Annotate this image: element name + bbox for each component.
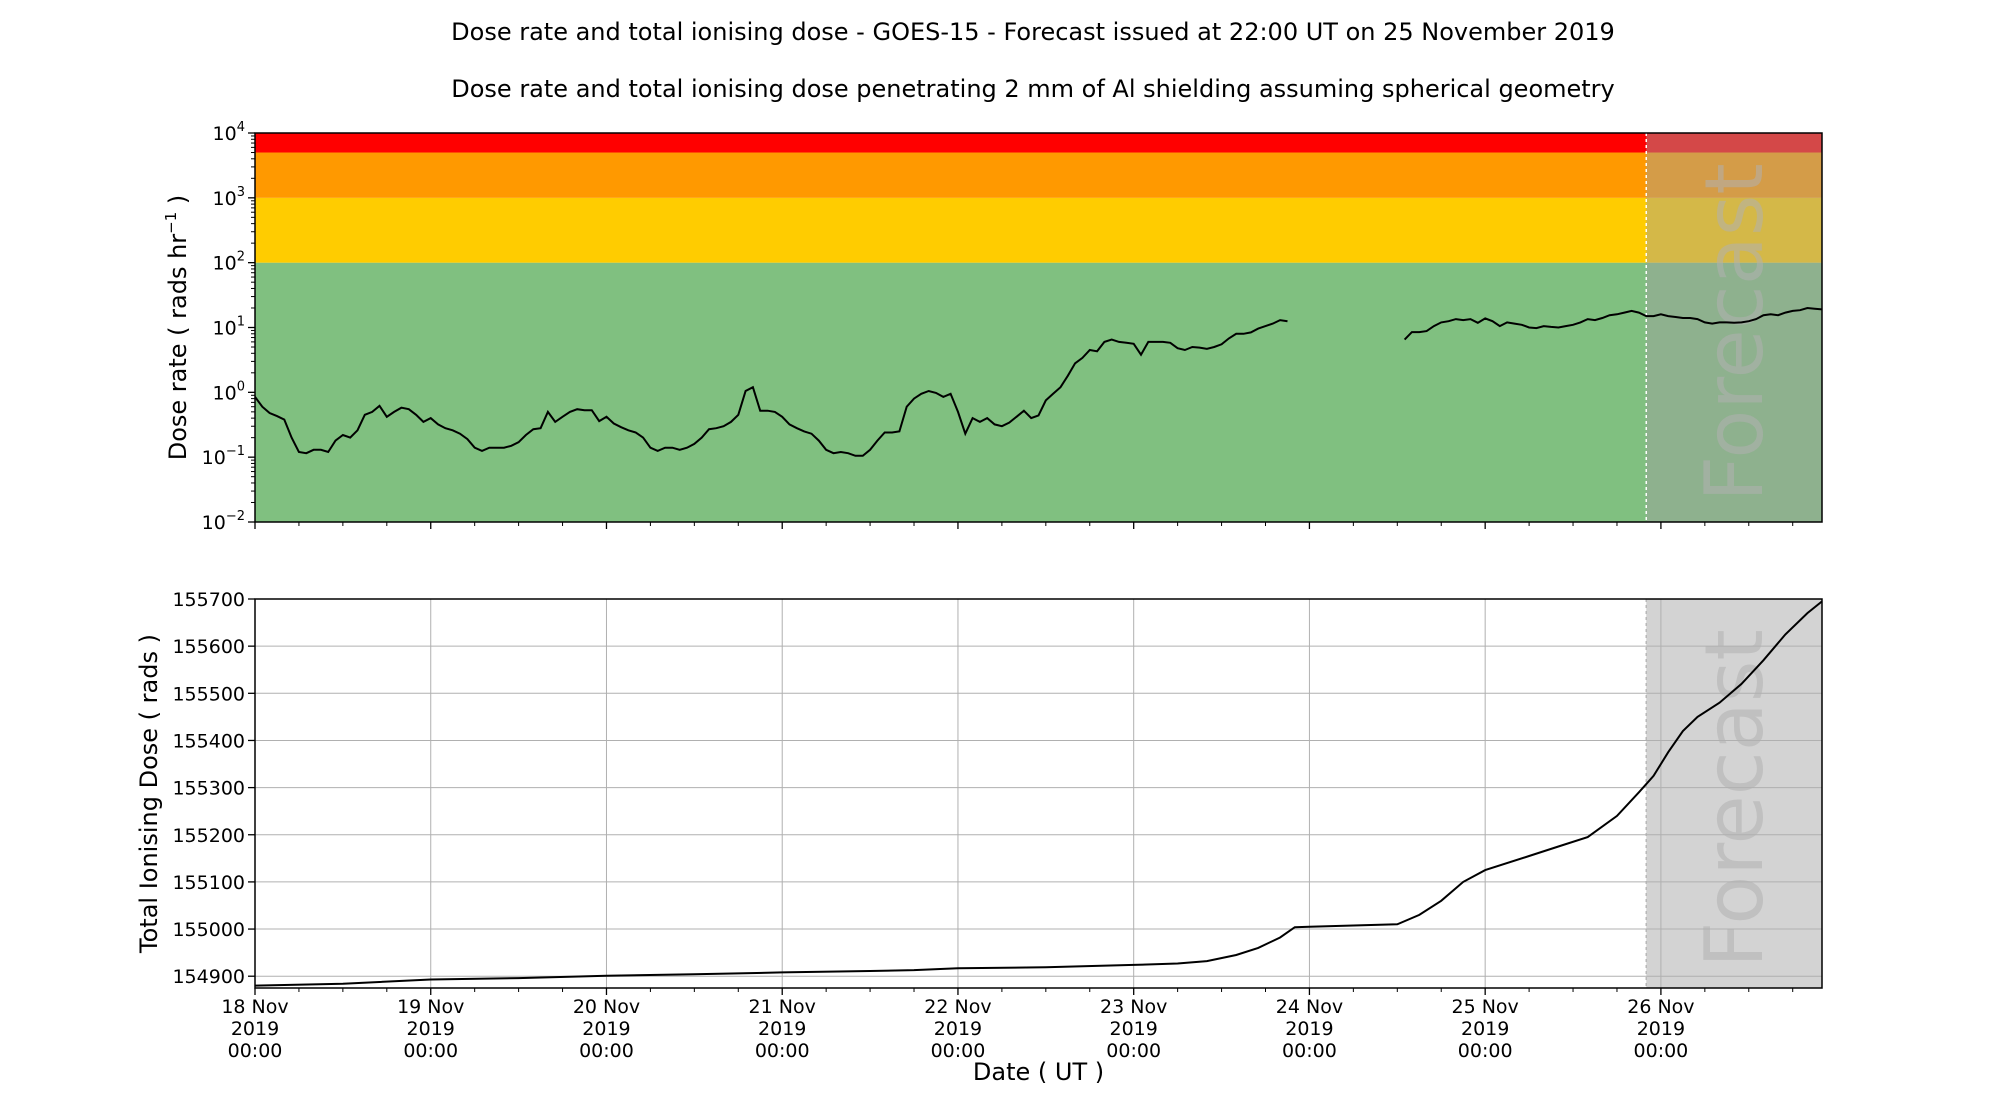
x-tick-label-line: 19 Nov (397, 996, 464, 1018)
figure-title: Dose rate and total ionising dose - GOES… (451, 18, 1615, 46)
band-green (255, 262, 1822, 522)
y-tick-label: 155600 (172, 636, 245, 658)
dose-rate-axis-label: Dose rate ( rads hr−1 ) (162, 195, 192, 461)
band-orange (255, 152, 1822, 198)
y-tick-label: 103 (213, 185, 245, 210)
x-tick-label-line: 2019 (934, 1018, 982, 1040)
figure-subtitle: Dose rate and total ionising dose penetr… (451, 75, 1615, 103)
y-tick-label: 155400 (172, 730, 245, 752)
x-tick-label-line: 21 Nov (749, 996, 816, 1018)
x-tick-label-line: 00:00 (1634, 1040, 1689, 1062)
x-tick-label-line: 26 Nov (1627, 996, 1694, 1018)
x-tick-label-line: 2019 (1285, 1018, 1333, 1040)
band-yellow (255, 197, 1822, 263)
total-dose-panel: Forecast 154900 155000 155100 155200 155300 15… (135, 589, 1823, 1086)
x-tick-label-line: 24 Nov (1276, 996, 1343, 1018)
x-tick-label-line: 22 Nov (924, 996, 991, 1018)
forecast-region (1646, 599, 1822, 988)
y-tick-label: 155300 (172, 778, 245, 800)
y-tick-label: 155200 (172, 825, 245, 847)
x-tick-label-line: 23 Nov (1100, 996, 1167, 1018)
y-tick-label: 155500 (172, 683, 245, 705)
x-tick-label-line: 20 Nov (573, 996, 640, 1018)
y-tick-label: 155000 (172, 919, 245, 941)
x-tick-label-line: 00:00 (228, 1040, 283, 1062)
y-tick-label: 10−1 (202, 444, 245, 469)
y-tick-label: 154900 (172, 966, 245, 988)
x-tick-label-line: 00:00 (931, 1040, 986, 1062)
total-dose-line (254, 600, 1823, 987)
total-dose-axis-label: Total Ionising Dose ( rads ) (135, 634, 163, 954)
forecast-label: Forecast (1688, 163, 1781, 502)
total-dose-frame (254, 598, 1823, 989)
dose-rate-line-segment-1 (254, 319, 1288, 457)
x-tick-label-line: 00:00 (579, 1040, 634, 1062)
y-tick-label: 100 (213, 379, 245, 404)
y-tick-label: 10−2 (202, 509, 245, 534)
x-tick-label-line: 25 Nov (1452, 996, 1519, 1018)
x-tick-label-line: 2019 (1110, 1018, 1158, 1040)
x-tick-label-line: 2019 (1637, 1018, 1685, 1040)
x-tick-label-line: 18 Nov (221, 996, 288, 1018)
dose-rate-line-segment-2 (1403, 306, 1823, 341)
x-tick-label-line: 2019 (231, 1018, 279, 1040)
x-tick-label-line: 00:00 (755, 1040, 810, 1062)
y-tick-label: 104 (213, 120, 245, 145)
date-axis-label: Date ( UT ) (973, 1058, 1104, 1086)
x-tick-label-line: 00:00 (1282, 1040, 1337, 1062)
x-tick-label-line: 00:00 (403, 1040, 458, 1062)
forecast-overlay (1646, 133, 1822, 522)
x-tick-label-line: 00:00 (1458, 1040, 1513, 1062)
y-tick-label: 101 (213, 315, 245, 340)
x-tick-label-line: 00:00 (1106, 1040, 1161, 1062)
band-red (255, 133, 1822, 153)
x-tick-label-line: 2019 (758, 1018, 806, 1040)
x-tick-label-line: 2019 (582, 1018, 630, 1040)
y-tick-label: 102 (213, 250, 245, 275)
forecast-label-lower: Forecast (1688, 629, 1781, 968)
x-tick-label-line: 2019 (1461, 1018, 1509, 1040)
y-tick-label: 155100 (172, 872, 245, 894)
x-tick-label-line: 2019 (407, 1018, 455, 1040)
dose-rate-panel: Forecast 10−2 10−1 100 101 102 103 104 Dose rate… (162, 120, 1823, 534)
y-tick-label: 155700 (172, 589, 245, 611)
